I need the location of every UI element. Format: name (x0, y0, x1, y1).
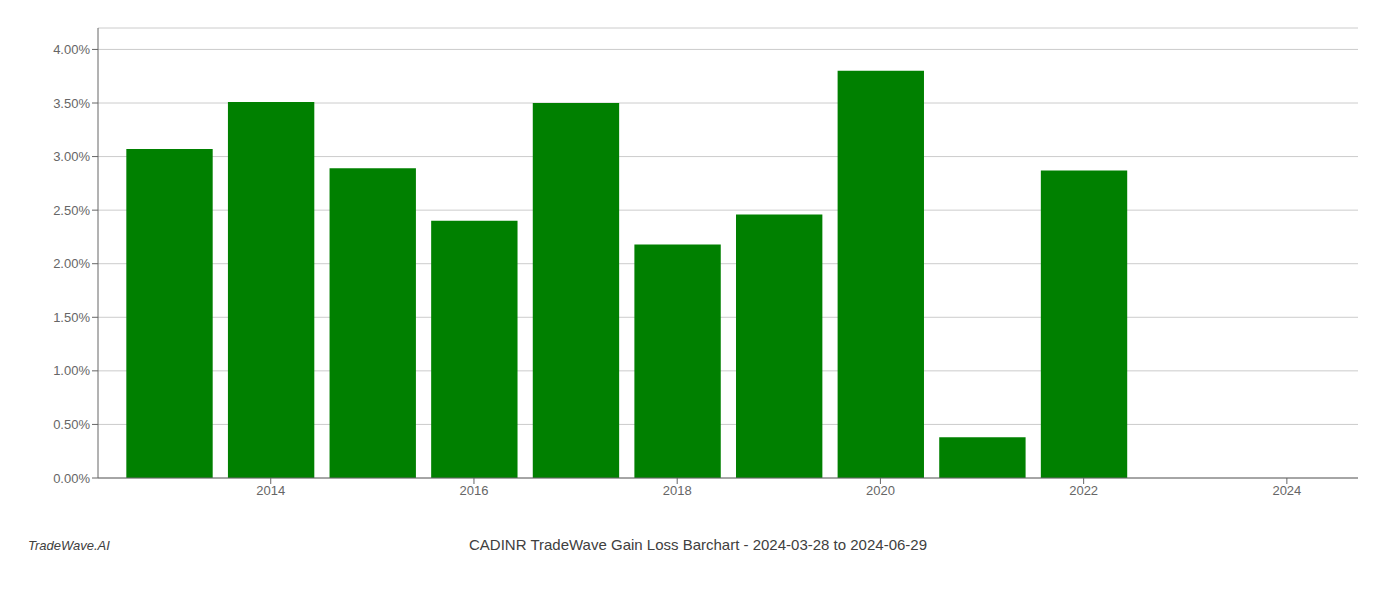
svg-text:0.00%: 0.00% (53, 471, 90, 486)
svg-text:2016: 2016 (460, 483, 489, 498)
svg-text:1.00%: 1.00% (53, 363, 90, 378)
html-text:TradeWave.AI: TradeWave.AI (28, 538, 110, 553)
svg-text:4.00%: 4.00% (53, 42, 90, 57)
svg-text:0.50%: 0.50% (53, 417, 90, 432)
svg-text:1.50%: 1.50% (53, 310, 90, 325)
svg-text:2022: 2022 (1069, 483, 1098, 498)
svg-text:2020: 2020 (866, 483, 895, 498)
svg-text:3.50%: 3.50% (53, 96, 90, 111)
svg-text:2014: 2014 (256, 483, 285, 498)
html-text:CADINR TradeWave Gain Loss Bar: CADINR TradeWave Gain Loss Barchart - 20… (469, 536, 927, 553)
svg-text:2018: 2018 (663, 483, 692, 498)
svg-text:2024: 2024 (1272, 483, 1301, 498)
svg-text:2.50%: 2.50% (53, 203, 90, 218)
svg-text:2.00%: 2.00% (53, 256, 90, 271)
svg-text:3.00%: 3.00% (53, 149, 90, 164)
